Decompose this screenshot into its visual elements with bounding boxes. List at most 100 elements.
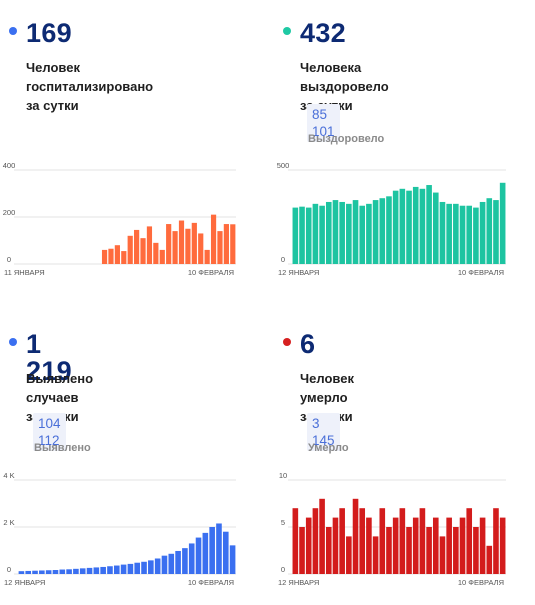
bar [473,207,479,264]
bar [419,508,426,574]
bar [161,555,168,574]
cases-total-badge: 104 112 [33,413,66,451]
bar [379,198,386,264]
bar [210,214,217,264]
bar [392,190,399,264]
cases-total-label: Выявлено [34,442,91,454]
hospitalized-caption-line1: Человек госпитализировано [26,60,154,94]
bar [359,508,366,574]
bar [479,517,486,574]
cases-caption-line1: Выявлено случаев [26,371,94,405]
bar [168,553,175,574]
bar [134,229,140,264]
recovered-dot-icon [283,27,291,35]
bar [299,527,305,574]
bar [459,517,466,574]
bar [499,182,506,264]
y-tick-label: 0 [281,255,285,264]
bar [305,517,312,574]
cases-value: 1 219 [26,329,72,386]
bar [121,251,127,264]
bar [366,203,372,264]
bar [100,566,106,574]
bar [222,531,229,574]
bar [299,206,305,264]
bar [191,222,197,264]
bar [202,532,209,574]
deaths-chart: 0 5 10 12 ЯНВАРЯ 10 ФЕВРАЛЯ [278,471,506,587]
hospitalized-value: 169 [26,18,72,48]
bar [359,205,366,264]
bar [66,569,72,574]
bar [493,508,499,574]
bar [178,220,185,264]
bar [479,201,486,264]
bar [446,203,452,264]
bar [108,248,114,264]
bar [399,508,406,574]
bar [52,570,59,574]
bar [432,192,439,264]
bar [372,200,379,264]
bar [466,205,473,264]
bar [352,498,359,574]
bar [499,517,506,574]
bar [198,233,204,264]
bar [113,565,120,574]
bar [453,527,459,574]
recovered-caption-line1: Человека выздоровело [300,60,389,94]
bar [339,201,345,264]
cases-chart: 0 2 K 4 K 12 ЯНВАРЯ 10 ФЕВРАЛЯ [3,471,236,587]
bar [18,571,25,574]
hospitalized-caption: Человек госпитализировано за сутки [26,58,153,115]
y-tick-label: 2 K [3,518,14,527]
bar [292,508,299,574]
bar [73,568,79,574]
bar [223,224,229,264]
bar [372,536,379,574]
bar [140,238,146,264]
bar [93,567,100,574]
bar [426,185,432,264]
bar [426,527,432,574]
bar [346,536,352,574]
bar [32,570,38,574]
bar [493,200,499,264]
bar [216,523,222,574]
x-end-label: 10 ФЕВРАЛЯ [188,578,234,587]
bar [154,558,161,574]
bar [141,561,147,574]
recovered-value: 432 [300,18,346,48]
bar [352,200,359,264]
hospitalized-caption-line2: за сутки [26,98,79,113]
bar [188,543,195,574]
y-tick-label: 400 [3,161,16,170]
bar [134,562,141,574]
bar [159,249,165,264]
bar [399,188,406,264]
x-end-label: 10 ФЕВРАЛЯ [458,268,504,277]
y-tick-label: 5 [281,518,285,527]
bar [473,527,479,574]
bar [459,205,466,264]
bar [319,205,325,264]
bar [412,517,419,574]
y-tick-label: 0 [7,255,11,264]
bar [79,568,86,574]
deaths-total-label: Умерло [308,442,349,454]
x-start-label: 12 ЯНВАРЯ [278,578,319,587]
x-start-label: 12 ЯНВАРЯ [4,578,45,587]
deaths-dot-icon [283,338,291,346]
bar [153,242,159,264]
hospitalized-chart: 0 200 400 11 ЯНВАРЯ 10 ФЕВРАЛЯ [3,161,236,277]
bar [217,231,223,264]
bar [185,228,191,264]
bar [127,563,134,574]
y-tick-label: 500 [277,161,290,170]
bar [204,249,210,264]
bar [366,517,372,574]
deaths-value: 6 [300,329,316,359]
recovered-total-badge: 85 101 [307,104,340,142]
bar [386,527,392,574]
y-tick-label: 4 K [3,471,14,480]
